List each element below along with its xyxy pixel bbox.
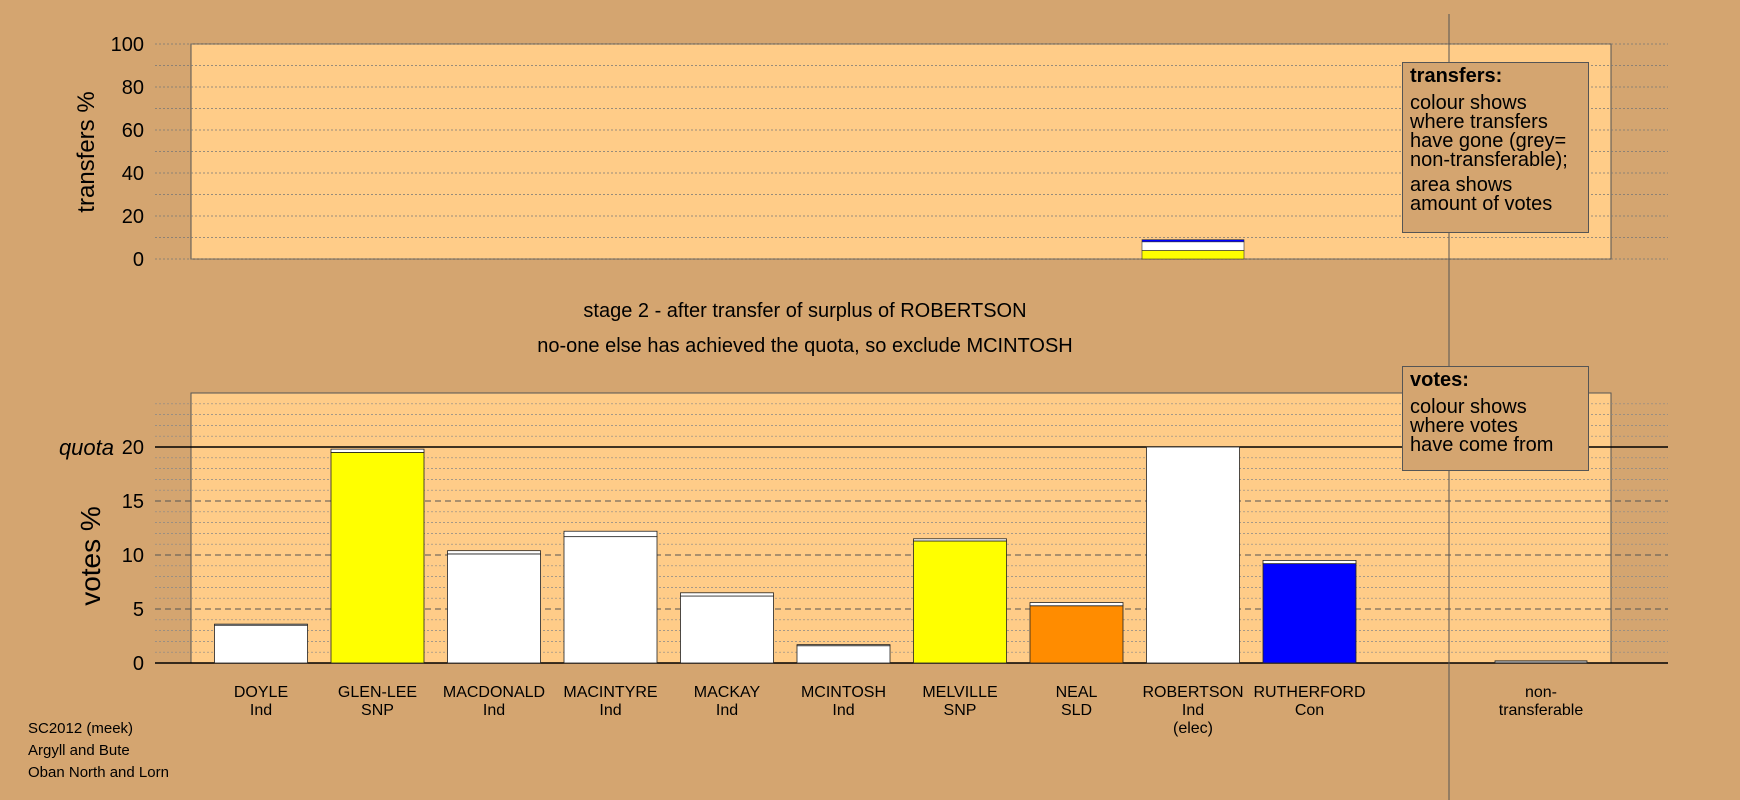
votes-legend-line: where votes: [1410, 415, 1518, 437]
transfers-legend-line: amount of votes: [1410, 193, 1553, 215]
candidate-name-label: MACDONALD: [443, 684, 545, 701]
transfers-y-tick-label: 100: [111, 34, 144, 56]
vote-bar-segment: [447, 550, 541, 555]
quota-label: quota: [59, 435, 114, 460]
votes-legend-line: colour shows: [1410, 396, 1527, 418]
vote-bar-segment: [330, 448, 425, 453]
candidate-status-label: (elec): [1173, 720, 1213, 737]
nontransferable-bar: [1494, 660, 1588, 664]
vote-bar-segment: [796, 644, 891, 647]
candidate-name-label: MCINTOSH: [801, 684, 886, 701]
transfers-y-tick-label: 20: [122, 206, 144, 228]
candidate-party-label: SNP: [361, 702, 394, 719]
votes-legend-heading: votes:: [1410, 369, 1469, 391]
vote-bar-segment: [214, 624, 308, 664]
candidate-party-label: Con: [1295, 702, 1324, 719]
votes-y-tick-label: 20: [122, 437, 144, 459]
vote-bar-segment: [796, 645, 891, 664]
vote-bar-segment: [913, 540, 1007, 664]
transfer-segment: [1141, 250, 1245, 260]
candidate-party-label: Ind: [716, 702, 738, 719]
candidate-party-label: Ind: [599, 702, 621, 719]
vote-bar-segment: [680, 595, 774, 664]
footer-line: SC2012 (meek): [28, 720, 134, 737]
candidate-name-label: MACINTYRE: [563, 684, 657, 701]
candidate-party-label: SNP: [944, 702, 977, 719]
vote-bar-segment: [913, 538, 1007, 542]
nontransferable-label: non-: [1525, 684, 1557, 701]
candidate-name-label: MACKAY: [694, 684, 761, 701]
votes-y-tick-label: 15: [122, 491, 144, 513]
transfers-y-tick-label: 80: [122, 77, 144, 99]
transfers-legend-line: colour shows: [1410, 92, 1527, 114]
candidate-name-label: ROBERTSON: [1142, 684, 1243, 701]
candidate-party-label: Ind: [1182, 702, 1204, 719]
candidate-party-label: Ind: [832, 702, 854, 719]
transfers-y-tick-label: 60: [122, 120, 144, 142]
vote-bar-segment: [1029, 605, 1124, 664]
transfer-segment: [1141, 239, 1245, 243]
footer-notes: SC2012 (meek) Argyll and Bute Oban North…: [28, 718, 169, 784]
votes-y-axis-label: votes %: [75, 506, 106, 606]
votes-y-tick-label: 5: [133, 599, 144, 621]
votes-legend: votes: colour shows where votes have com…: [1402, 366, 1589, 471]
candidate-name-label: NEAL: [1056, 684, 1098, 701]
stage-caption: stage 2 - after transfer of surplus of R…: [583, 300, 1027, 322]
vote-bar-segment: [330, 451, 425, 664]
votes-plot-area: [190, 392, 1612, 664]
candidate-party-label: SLD: [1061, 702, 1092, 719]
candidate-name-label: RUTHERFORD: [1254, 684, 1366, 701]
transfers-legend: transfers: colour shows where transfers …: [1402, 62, 1589, 233]
votes-legend-line: have come from: [1410, 434, 1554, 456]
footer-line: Oban North and Lorn: [28, 764, 169, 781]
transfers-y-tick-label: 40: [122, 163, 144, 185]
votes-y-tick-label: 10: [122, 545, 144, 567]
vote-bar-segment: [563, 530, 658, 538]
vote-bar-segment: [1146, 446, 1240, 664]
transfers-legend-line: non-transferable);: [1410, 149, 1568, 171]
transfers-legend-line: have gone (grey=: [1410, 130, 1567, 152]
vote-bar-segment: [563, 536, 658, 664]
transfers-legend-heading: transfers:: [1410, 65, 1503, 87]
vote-bar-segment: [1262, 560, 1357, 565]
candidate-party-label: Ind: [250, 702, 272, 719]
candidate-name-label: DOYLE: [234, 684, 288, 701]
votes-y-tick-label: 0: [133, 653, 144, 675]
nontransferable-label: transferable: [1499, 702, 1584, 719]
transfers-y-axis-label: transfers %: [73, 91, 100, 212]
exclude-caption: no-one else has achieved the quota, so e…: [537, 335, 1073, 357]
vote-bar-segment: [214, 623, 308, 626]
candidate-name-label: MELVILLE: [922, 684, 997, 701]
transfers-legend-line: where transfers: [1410, 111, 1548, 133]
transfers-y-tick-label: 0: [133, 249, 144, 271]
vote-bar-segment: [1029, 602, 1124, 607]
vote-bar-segment: [1262, 563, 1357, 664]
candidate-name-label: GLEN-LEE: [338, 684, 417, 701]
transfer-segment: [1141, 241, 1245, 251]
transfers-legend-line: area shows: [1410, 174, 1513, 196]
footer-line: Argyll and Bute: [28, 742, 130, 759]
vote-bar-segment: [680, 592, 774, 597]
candidate-party-label: Ind: [483, 702, 505, 719]
vote-bar-segment: [447, 553, 541, 664]
